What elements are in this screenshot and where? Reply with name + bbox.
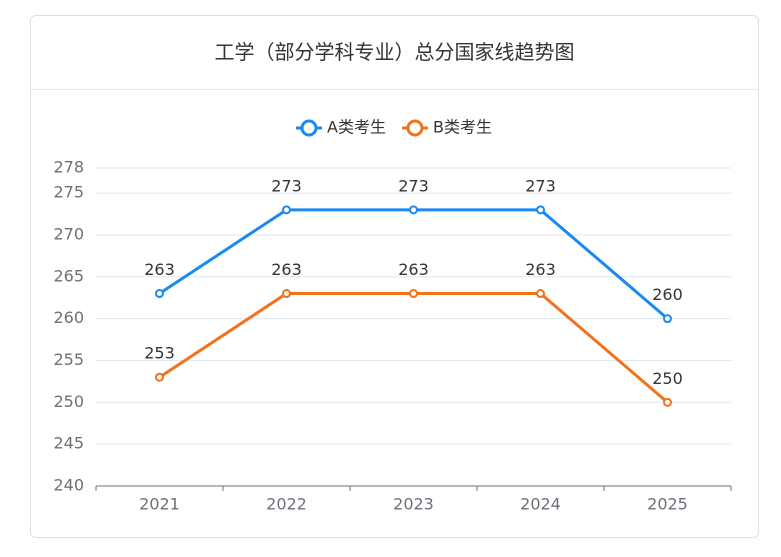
data-label: 260 <box>652 285 683 304</box>
data-label: 263 <box>525 260 556 279</box>
x-tick-label: 2025 <box>647 495 688 514</box>
data-label: 253 <box>144 344 175 363</box>
data-point <box>536 205 545 215</box>
data-label: 273 <box>398 176 429 195</box>
x-tick-label: 2022 <box>266 495 307 514</box>
series-line <box>158 292 669 404</box>
y-tick-label: 270 <box>53 224 84 243</box>
data-point <box>663 397 672 407</box>
data-point <box>409 205 418 215</box>
data-point <box>409 289 418 299</box>
data-point <box>663 314 672 324</box>
legend-label: A类考生 <box>327 118 386 137</box>
x-tick-label: 2024 <box>520 495 561 514</box>
y-tick-label: 260 <box>53 308 84 327</box>
data-label: 263 <box>144 260 175 279</box>
x-tick-label: 2021 <box>139 495 180 514</box>
legend-marker <box>406 119 424 137</box>
data-point <box>155 372 164 382</box>
data-point <box>155 289 164 299</box>
legend-marker <box>300 119 318 137</box>
y-tick-label: 255 <box>53 350 84 369</box>
data-label: 273 <box>271 176 302 195</box>
data-label: 263 <box>398 260 429 279</box>
data-label: 263 <box>271 260 302 279</box>
data-point <box>282 205 291 215</box>
data-point <box>536 289 545 299</box>
y-tick-label: 275 <box>53 183 84 202</box>
x-tick-label: 2023 <box>393 495 434 514</box>
data-label: 250 <box>652 369 683 388</box>
data-point <box>282 289 291 299</box>
y-tick-label: 278 <box>53 158 84 177</box>
chart-card: 工学（部分学科专业）总分国家线趋势图 <box>30 15 759 538</box>
y-tick-label: 240 <box>53 476 84 495</box>
chart-title: 工学（部分学科专业）总分国家线趋势图 <box>31 16 758 90</box>
data-label: 273 <box>525 176 556 195</box>
y-tick-label: 250 <box>53 392 84 411</box>
legend-label: B类考生 <box>433 118 492 137</box>
y-tick-label: 245 <box>53 434 84 453</box>
y-tick-label: 265 <box>53 266 84 285</box>
